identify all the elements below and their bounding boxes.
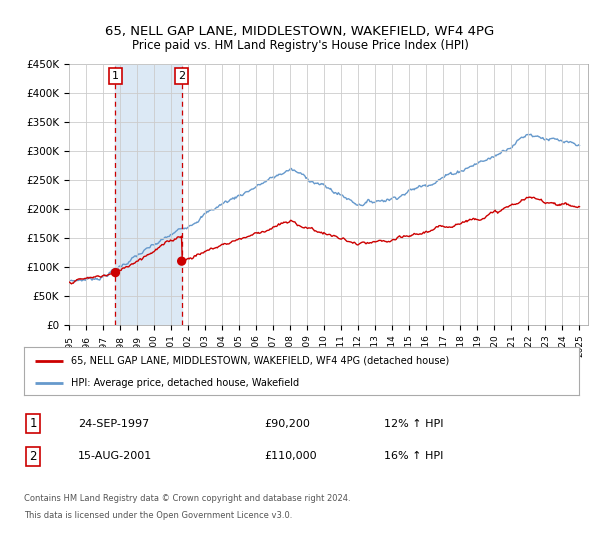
Text: 16% ↑ HPI: 16% ↑ HPI bbox=[384, 451, 443, 461]
Text: £90,200: £90,200 bbox=[264, 419, 310, 429]
Text: 12% ↑ HPI: 12% ↑ HPI bbox=[384, 419, 443, 429]
Text: 2: 2 bbox=[29, 450, 37, 463]
Text: 2: 2 bbox=[178, 71, 185, 81]
Text: Price paid vs. HM Land Registry's House Price Index (HPI): Price paid vs. HM Land Registry's House … bbox=[131, 39, 469, 52]
Bar bbox=[115, 64, 182, 325]
Text: Contains HM Land Registry data © Crown copyright and database right 2024.: Contains HM Land Registry data © Crown c… bbox=[24, 494, 350, 503]
Text: 65, NELL GAP LANE, MIDDLESTOWN, WAKEFIELD, WF4 4PG: 65, NELL GAP LANE, MIDDLESTOWN, WAKEFIEL… bbox=[106, 25, 494, 38]
Text: 24-SEP-1997: 24-SEP-1997 bbox=[78, 419, 149, 429]
Text: 1: 1 bbox=[112, 71, 119, 81]
Text: 1: 1 bbox=[29, 417, 37, 431]
Text: 15-AUG-2001: 15-AUG-2001 bbox=[78, 451, 152, 461]
Text: 65, NELL GAP LANE, MIDDLESTOWN, WAKEFIELD, WF4 4PG (detached house): 65, NELL GAP LANE, MIDDLESTOWN, WAKEFIEL… bbox=[71, 356, 449, 366]
Point bbox=[177, 256, 187, 265]
Text: This data is licensed under the Open Government Licence v3.0.: This data is licensed under the Open Gov… bbox=[24, 511, 292, 520]
Text: HPI: Average price, detached house, Wakefield: HPI: Average price, detached house, Wake… bbox=[71, 378, 299, 388]
Text: £110,000: £110,000 bbox=[264, 451, 317, 461]
Point bbox=[110, 268, 120, 277]
